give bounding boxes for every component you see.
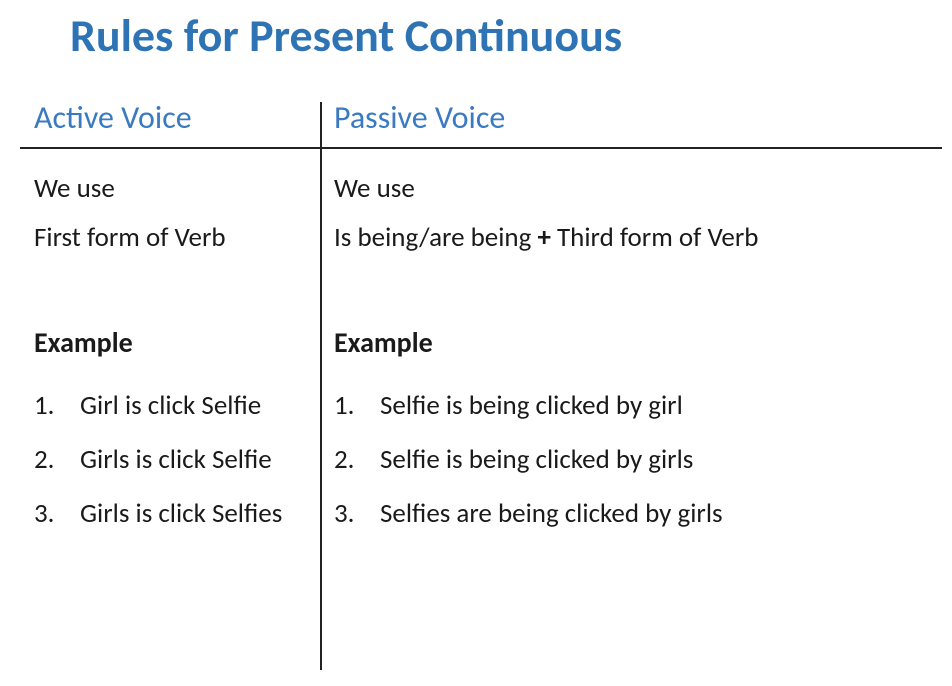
header-active-voice: Active Voice [20, 92, 320, 147]
list-item: 3. Selfies are being clicked by girls [334, 487, 928, 541]
list-item: 2. Selfie is being clicked by girls [334, 433, 928, 487]
example-number: 2. [334, 433, 380, 487]
passive-example-list: 1. Selfie is being clicked by girl 2. Se… [334, 379, 928, 541]
passive-rule-line1: We use [334, 165, 928, 214]
example-text: Girls is click Selfies [80, 487, 282, 541]
example-text: Girls is click Selfie [80, 433, 272, 487]
active-voice-cell: We use First form of Verb Example 1. Gir… [20, 149, 320, 551]
example-text: Selfie is being clicked by girl [380, 379, 683, 433]
passive-example-label: Example [334, 318, 928, 368]
passive-rule-line2: Is being/are being + Third form of Verb [334, 214, 928, 263]
example-number: 3. [34, 487, 80, 541]
passive-voice-cell: We use Is being/are being + Third form o… [320, 149, 942, 551]
example-number: 2. [34, 433, 80, 487]
active-example-label: Example [34, 318, 306, 368]
list-item: 3. Girls is click Selfies [34, 487, 306, 541]
table-body-row: We use First form of Verb Example 1. Gir… [20, 149, 942, 551]
passive-rule-suffix: Third form of Verb [551, 221, 759, 254]
list-item: 2. Girls is click Selfie [34, 433, 306, 487]
list-item: 1. Girl is click Selfie [34, 379, 306, 433]
active-rule-line1: We use [34, 165, 306, 214]
vertical-divider [320, 102, 322, 670]
example-number: 3. [334, 487, 380, 541]
table-header-row: Active Voice Passive Voice [20, 92, 942, 147]
example-number: 1. [34, 379, 80, 433]
example-text: Girl is click Selfie [80, 379, 261, 433]
active-rule-line2: First form of Verb [34, 214, 306, 263]
comparison-table: Active Voice Passive Voice We use First … [20, 92, 942, 551]
example-number: 1. [334, 379, 380, 433]
page: Rules for Present Continuous Active Voic… [0, 0, 952, 686]
example-text: Selfie is being clicked by girls [380, 433, 693, 487]
header-passive-voice: Passive Voice [320, 92, 942, 147]
passive-rule-prefix: Is being/are being [334, 221, 537, 254]
example-text: Selfies are being clicked by girls [380, 487, 723, 541]
plus-symbol: + [537, 221, 550, 254]
active-example-list: 1. Girl is click Selfie 2. Girls is clic… [34, 379, 306, 541]
list-item: 1. Selfie is being clicked by girl [334, 379, 928, 433]
page-title: Rules for Present Continuous [0, 8, 952, 64]
